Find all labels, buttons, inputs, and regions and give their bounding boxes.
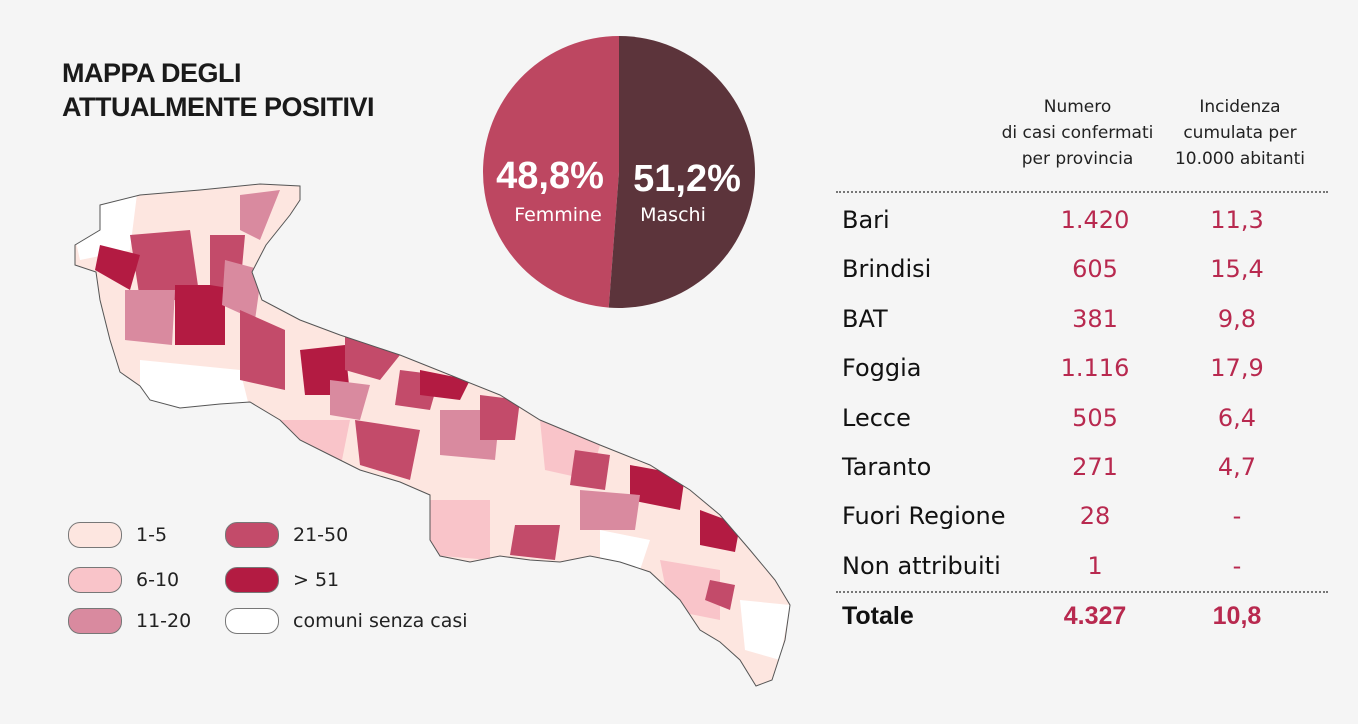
cases-value: 1.116 (1060, 354, 1130, 383)
legend-item: 1-5 (68, 522, 167, 548)
cases-value: 271 (1072, 453, 1118, 481)
table-total-row: Totale 4.327 10,8 (842, 602, 1262, 630)
header-numero-casi: Numero di casi confermati per provincia (1001, 97, 1154, 169)
province-name: Brindisi (842, 255, 932, 284)
province-name: Bari (842, 206, 890, 234)
province-name: BAT (842, 304, 888, 333)
incidence-value: 17,9 (1210, 354, 1264, 383)
legend-swatch (225, 522, 279, 548)
table-row: BAT 381 9,8 (842, 305, 1332, 341)
table-row: Brindisi 605 15,4 (842, 255, 1332, 291)
incidence-value: - (1232, 502, 1242, 531)
incidence-value: 6,4 (1217, 403, 1257, 432)
header-incidenza: Incidenza cumulata per 10.000 abitanti (1174, 97, 1306, 169)
legend-swatch (68, 522, 122, 548)
pie-label-femmine-value: 48,8% (496, 155, 604, 197)
legend-item: 11-20 (68, 608, 191, 634)
divider (836, 191, 1328, 193)
legend-item: 6-10 (68, 567, 179, 593)
incidence-value: 15,4 (1210, 255, 1264, 284)
province-name: Lecce (842, 403, 911, 432)
divider (836, 591, 1328, 593)
incidence-value: 9,8 (1217, 304, 1257, 333)
legend-swatch (68, 567, 122, 593)
pie-label-maschi-value: 51,2% (633, 158, 741, 200)
incidence-value: 4,7 (1217, 453, 1257, 481)
cases-value: 1.420 (1060, 206, 1130, 234)
table-row: Bari 1.420 11,3 (842, 206, 1332, 242)
legend-item: comuni senza casi (225, 608, 468, 634)
page-title: MAPPA DEGLI ATTUALMENTE POSITIVI (62, 58, 375, 122)
cases-value: 505 (1072, 403, 1118, 432)
pie-slice-femmine (482, 36, 619, 308)
legend-item: > 51 (225, 567, 339, 593)
table-row: Foggia 1.116 17,9 (842, 354, 1332, 390)
legend-swatch (225, 567, 279, 593)
legend-swatch (68, 608, 122, 634)
table-row: Lecce 505 6,4 (842, 404, 1332, 440)
pie-slice-maschi (608, 36, 755, 308)
table-row: Taranto 271 4,7 (842, 453, 1332, 489)
incidence-value: 11,3 (1210, 206, 1264, 234)
province-name: Taranto (842, 453, 932, 481)
cases-value: 605 (1072, 255, 1118, 284)
pie-label-femmine: Femmine (514, 204, 602, 226)
gender-pie-chart: 48,8% Femmine 51,2% Maschi (482, 36, 755, 308)
legend-item: 21-50 (225, 522, 348, 548)
province-name: Non attribuiti (842, 551, 1001, 580)
cases-value: 28 (1079, 502, 1111, 531)
table-row: Fuori Regione 28 - (842, 502, 1332, 538)
cases-value: 1 (1087, 551, 1103, 580)
table-row: Non attribuiti 1 - (842, 552, 1332, 588)
province-name: Foggia (842, 354, 922, 383)
legend-swatch (225, 608, 279, 634)
province-name: Fuori Regione (842, 502, 1006, 531)
pie-label-maschi: Maschi (640, 204, 706, 226)
incidence-value: - (1232, 551, 1242, 580)
cases-value: 381 (1072, 304, 1118, 333)
